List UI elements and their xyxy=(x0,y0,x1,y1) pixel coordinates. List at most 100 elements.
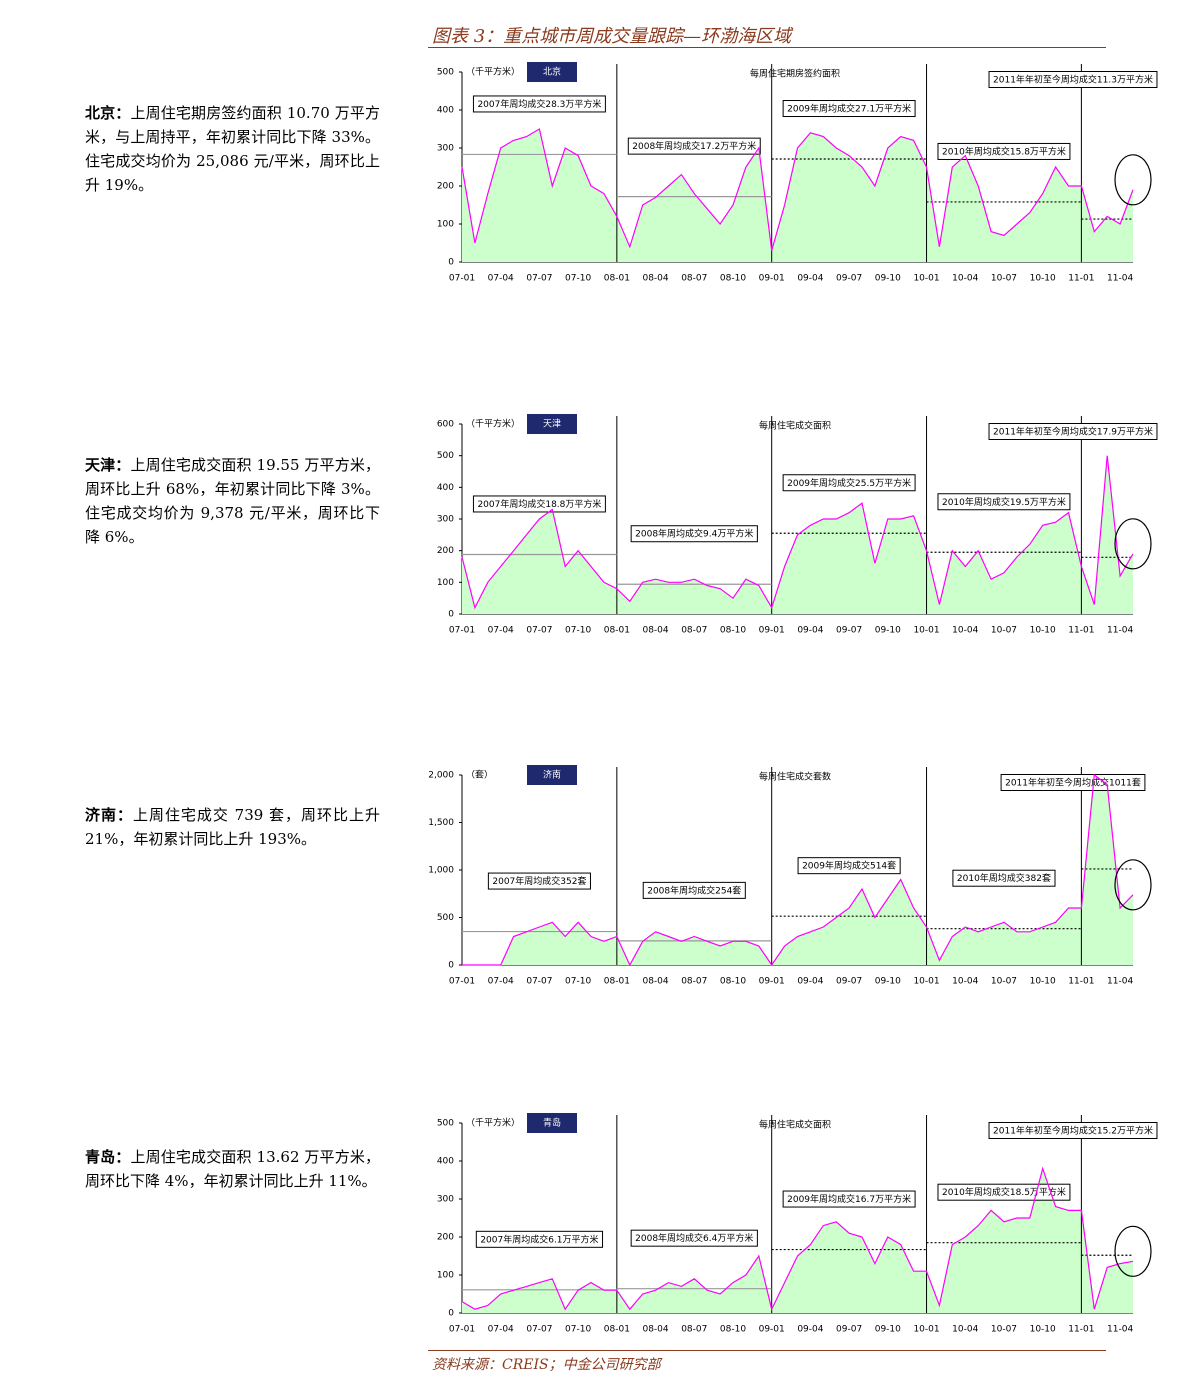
highlight xyxy=(1114,154,1152,206)
city-box xyxy=(527,1113,577,1133)
x-tick-label: 09-10 xyxy=(875,626,901,636)
y-tick-label: 0 xyxy=(448,258,454,268)
annotation-box xyxy=(937,142,1071,160)
x-tick-label: 10-10 xyxy=(1030,274,1056,284)
city-label: 天津 xyxy=(543,419,561,430)
x-tick-label: 10-04 xyxy=(952,626,978,636)
series-line xyxy=(461,455,1134,610)
city: 天津： xyxy=(85,456,131,474)
x-tick-label: 07-07 xyxy=(526,626,552,636)
x-tick-label: 10-10 xyxy=(1030,626,1056,636)
annotation: 2010年周均成交15.8万平方米 xyxy=(942,145,1066,157)
x-tick-label: 09-01 xyxy=(759,977,785,987)
x-tick-label: 08-04 xyxy=(642,274,668,284)
x-tick-label: 07-10 xyxy=(565,274,591,284)
annotation: 2009年周均成交16.7万平方米 xyxy=(787,1193,911,1205)
city-label: 济南 xyxy=(543,769,561,781)
x-tick-label: 10-07 xyxy=(991,977,1017,987)
city: 济南： xyxy=(85,806,133,824)
x-tick-label: 11-04 xyxy=(1107,626,1133,636)
x-tick-label: 09-10 xyxy=(875,1325,901,1335)
x-tick-label: 08-07 xyxy=(681,274,707,284)
x-tick-label: 08-01 xyxy=(604,1325,630,1335)
y-tick-label: 200 xyxy=(437,182,454,192)
y-tick-label: 100 xyxy=(437,578,454,588)
y-tick-label: 200 xyxy=(437,1233,454,1243)
rule xyxy=(428,1350,1106,1351)
x-tick-label: 09-10 xyxy=(875,274,901,284)
annotation: 2009年周均成交25.5万平方米 xyxy=(787,477,911,489)
summary: 天津：上周住宅成交面积 19.55 万平方米，周环比上升 68%，年初累计同比下… xyxy=(85,453,380,549)
annotation: 2007年周均成交28.3万平方米 xyxy=(477,98,601,110)
x-tick-label: 10-10 xyxy=(1030,977,1056,987)
chart-title: 每周住宅成交面积 xyxy=(759,420,831,432)
highlight xyxy=(1114,518,1152,570)
x-tick-label: 07-01 xyxy=(449,274,475,284)
x-tick-label: 09-07 xyxy=(836,274,862,284)
x-tick-label: 09-01 xyxy=(759,626,785,636)
annotation: 2008年周均成交254套 xyxy=(647,884,741,896)
x-tick-label: 11-01 xyxy=(1068,626,1094,636)
x-tick-label: 08-04 xyxy=(642,977,668,987)
unit-label: （千平方米） xyxy=(466,66,520,78)
x-tick-label: 11-01 xyxy=(1068,274,1094,284)
x-tick-label: 07-04 xyxy=(488,977,514,987)
unit-label: （千平方米） xyxy=(466,1117,520,1129)
y-tick-label: 200 xyxy=(437,546,454,556)
highlight xyxy=(1114,859,1152,911)
y-tick-label: 1,000 xyxy=(428,866,454,876)
x-tick-label: 11-01 xyxy=(1068,1325,1094,1335)
area xyxy=(462,1168,1133,1313)
x-tick-label: 07-07 xyxy=(526,977,552,987)
x-tick-label: 09-04 xyxy=(797,626,823,636)
city-box xyxy=(527,765,577,785)
annotation: 2007年周均成交18.8万平方米 xyxy=(477,498,601,510)
x-tick-label: 10-04 xyxy=(952,1325,978,1335)
x-tick-label: 10-07 xyxy=(991,274,1017,284)
x-tick-label: 09-04 xyxy=(797,274,823,284)
y-tick-label: 400 xyxy=(437,1157,454,1167)
x-tick-label: 10-01 xyxy=(913,977,939,987)
highlight xyxy=(1114,1225,1152,1277)
annotation-box xyxy=(472,95,606,113)
x-tick-label: 11-04 xyxy=(1107,274,1133,284)
y-tick-label: 500 xyxy=(437,451,454,461)
city: 青岛： xyxy=(85,1148,131,1166)
annotation: 2008年周均成交9.4万平方米 xyxy=(635,528,753,540)
annotation: 2011年年初至今周均成交17.9万平方米 xyxy=(993,426,1153,438)
x-tick-label: 08-04 xyxy=(642,1325,668,1335)
x-tick-label: 08-07 xyxy=(681,1325,707,1335)
annotation: 2011年年初至今周均成交1011套 xyxy=(1005,777,1141,789)
series-line xyxy=(461,1166,1134,1311)
x-tick-label: 10-04 xyxy=(952,274,978,284)
x-tick-label: 08-07 xyxy=(681,626,707,636)
y-tick-label: 500 xyxy=(437,68,454,78)
y-tick-label: 600 xyxy=(437,420,454,430)
annotation-box xyxy=(1000,774,1146,791)
annotation-box xyxy=(797,857,901,875)
x-tick-label: 08-01 xyxy=(604,626,630,636)
annotation-box xyxy=(627,137,761,155)
city-box xyxy=(527,62,577,82)
x-tick-label: 09-07 xyxy=(836,626,862,636)
series-line xyxy=(462,773,1134,967)
annotation-box xyxy=(937,493,1071,511)
x-tick-label: 07-07 xyxy=(526,1325,552,1335)
x-tick-label: 08-10 xyxy=(720,1325,746,1335)
y-tick-label: 300 xyxy=(437,1195,454,1205)
annotation-box xyxy=(988,423,1158,440)
y-tick-label: 400 xyxy=(437,106,454,116)
x-tick-label: 07-01 xyxy=(449,1325,475,1335)
city-label: 青岛 xyxy=(543,1117,561,1129)
annotation: 2008年周均成交17.2万平方米 xyxy=(632,140,756,152)
x-tick-label: 08-07 xyxy=(681,977,707,987)
x-tick-label: 07-04 xyxy=(488,626,514,636)
y-tick-label: 300 xyxy=(437,144,454,154)
x-tick-label: 08-01 xyxy=(604,977,630,987)
annotation-box xyxy=(642,881,746,899)
series-line xyxy=(461,128,1134,251)
source: 资料来源：CREIS；中金公司研究部 xyxy=(432,1357,661,1373)
summary: 青岛：上周住宅成交面积 13.62 万平方米，周环比下降 4%，年初累计同比上升… xyxy=(85,1145,380,1193)
